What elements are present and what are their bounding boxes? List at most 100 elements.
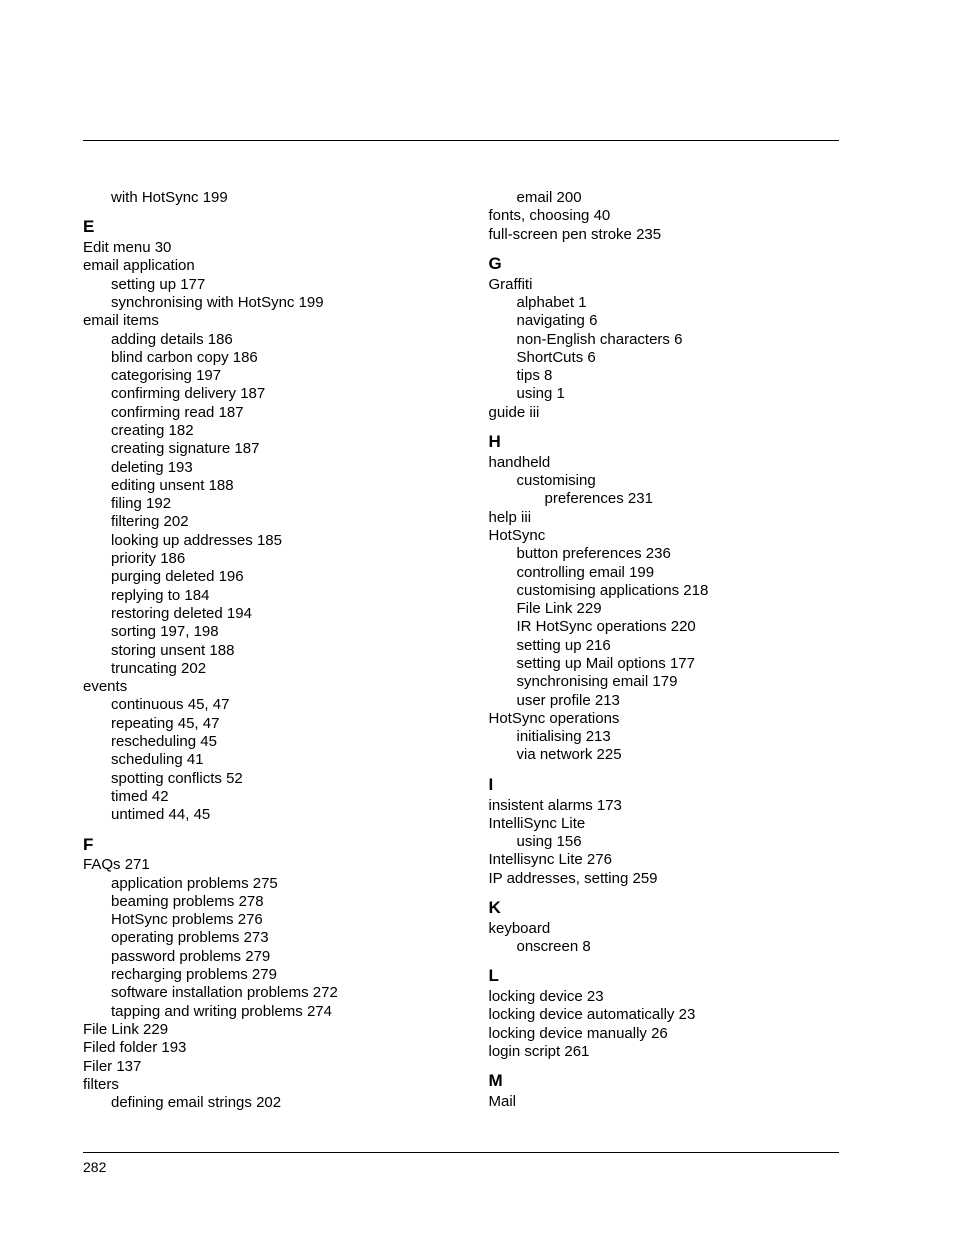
index-entry-text: continuous (111, 696, 184, 713)
index-entry: locking device manually 26 (489, 1025, 840, 1043)
index-entry-text: sorting (111, 623, 156, 640)
index-entry-text: tapping and writing problems (111, 1003, 303, 1020)
index-entry-pages: 279 (245, 948, 270, 965)
index-entry: synchronising with HotSync 199 (111, 294, 434, 312)
index-entry-text: timed (111, 788, 148, 805)
index-entry: with HotSync 199 (111, 189, 434, 207)
index-entry: HotSync problems 276 (111, 911, 434, 929)
index-entry-text: help (489, 509, 517, 526)
index-entry: Mail (489, 1093, 840, 1111)
index-entry-text: login script (489, 1043, 561, 1060)
index-entry: looking up addresses 185 (111, 532, 434, 550)
index-entry-text: defining email strings (111, 1094, 252, 1111)
index-entry-pages: 41 (187, 751, 204, 768)
index-entry-text: via network (517, 746, 593, 763)
index-entry: FAQs 271 (83, 856, 434, 874)
index-entry: via network 225 (517, 746, 840, 764)
index-entry: purging deleted 196 (111, 568, 434, 586)
index-entry: categorising 197 (111, 367, 434, 385)
index-entry-pages: 42 (152, 788, 169, 805)
index-entry-pages: 187 (240, 385, 265, 402)
index-entry-pages: 177 (180, 276, 205, 293)
index-entry-text: alphabet (517, 294, 575, 311)
index-entry-text: using (517, 385, 553, 402)
index-entry-pages: 216 (586, 637, 611, 654)
index-entry: adding details 186 (111, 331, 434, 349)
index-entry-text: application problems (111, 875, 249, 892)
index-entry-text: rescheduling (111, 733, 196, 750)
index-entry-pages: 45 (200, 733, 217, 750)
index-entry-text: synchronising email (517, 673, 649, 690)
index-entry-text: fonts, choosing (489, 207, 590, 224)
index-entry-pages: 225 (597, 746, 622, 763)
index-entry-text: scheduling (111, 751, 183, 768)
index-entry: continuous 45, 47 (111, 696, 434, 714)
index-entry: email items (83, 312, 434, 330)
index-entry-text: confirming read (111, 404, 214, 421)
index-entry-pages: 156 (557, 833, 582, 850)
index-entry-pages: 231 (628, 490, 653, 507)
index-entry-text: categorising (111, 367, 192, 384)
index-entry-text: keyboard (489, 920, 551, 937)
index-entry-pages: 26 (651, 1025, 668, 1042)
index-entry-pages: 6 (674, 331, 682, 348)
index-section-heading: G (489, 254, 840, 275)
index-entry: locking device automatically 23 (489, 1006, 840, 1024)
index-entry-text: untimed (111, 806, 164, 823)
index-entry-pages: 23 (679, 1006, 696, 1023)
index-entry-pages: 194 (227, 605, 252, 622)
index-entry-text: preferences (545, 490, 624, 507)
index-entry: login script 261 (489, 1043, 840, 1061)
index-entry-text: guide (489, 404, 526, 421)
index-entry: confirming read 187 (111, 404, 434, 422)
index-entry-pages: 272 (313, 984, 338, 1001)
index-entry-pages: 218 (683, 582, 708, 599)
index-entry-pages: 199 (299, 294, 324, 311)
index-entry-text: email items (83, 312, 159, 329)
index-entry: truncating 202 (111, 660, 434, 678)
top-rule (83, 140, 839, 141)
index-entry-text: confirming delivery (111, 385, 236, 402)
index-entry-text: filters (83, 1076, 119, 1093)
index-entry-pages: 196 (219, 568, 244, 585)
index-entry-pages: 45, 47 (178, 715, 220, 732)
index-entry-text: repeating (111, 715, 174, 732)
index-entry-pages: 1 (578, 294, 586, 311)
index-entry: Filer 137 (83, 1058, 434, 1076)
index-entry-pages: iii (529, 404, 539, 421)
index-entry-pages: 229 (143, 1021, 168, 1038)
index-entry-pages: 30 (155, 239, 172, 256)
index-entry-text: navigating (517, 312, 585, 329)
index-entry: restoring deleted 194 (111, 605, 434, 623)
index-entry: File Link 229 (83, 1021, 434, 1039)
index-columns: with HotSync 199EEdit menu 30email appli… (83, 189, 839, 1112)
index-entry: HotSync operations (489, 710, 840, 728)
index-entry: operating problems 273 (111, 929, 434, 947)
index-entry: blind carbon copy 186 (111, 349, 434, 367)
index-entry-text: adding details (111, 331, 204, 348)
index-entry-pages: 187 (234, 440, 259, 457)
index-entry: full-screen pen stroke 235 (489, 226, 840, 244)
index-entry-pages: 177 (670, 655, 695, 672)
index-entry-pages: 186 (208, 331, 233, 348)
index-entry: filing 192 (111, 495, 434, 513)
index-entry-pages: 179 (652, 673, 677, 690)
index-entry-pages: 187 (219, 404, 244, 421)
index-entry: untimed 44, 45 (111, 806, 434, 824)
index-entry: customising applications 218 (517, 582, 840, 600)
index-entry-text: File Link (83, 1021, 139, 1038)
index-entry-pages: 182 (169, 422, 194, 439)
index-entry: customising (517, 472, 840, 490)
index-entry: Graffiti (489, 276, 840, 294)
index-entry-pages: 184 (184, 587, 209, 604)
index-entry: priority 186 (111, 550, 434, 568)
index-entry-pages: 8 (582, 938, 590, 955)
index-entry-pages: 52 (226, 770, 243, 787)
index-entry-text: beaming problems (111, 893, 234, 910)
index-entry-pages: 236 (646, 545, 671, 562)
index-entry-text: software installation problems (111, 984, 309, 1001)
index-entry: sorting 197, 198 (111, 623, 434, 641)
index-entry-text: storing unsent (111, 642, 205, 659)
index-entry-text: Mail (489, 1093, 517, 1110)
index-entry-pages: 213 (595, 692, 620, 709)
